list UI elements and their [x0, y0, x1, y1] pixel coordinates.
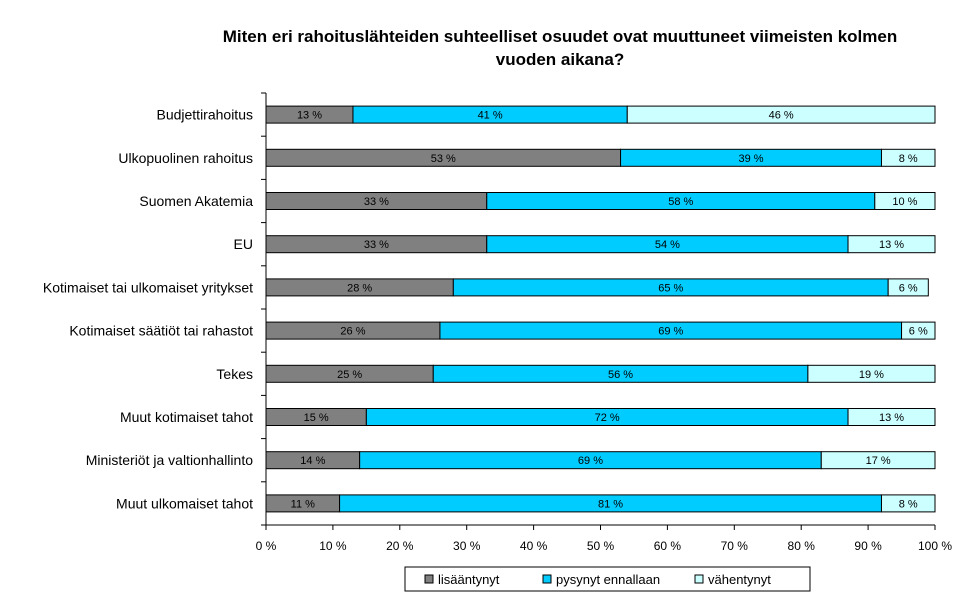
category-label: Suomen Akatemia: [139, 193, 253, 209]
data-label: 58 %: [668, 196, 693, 208]
data-label: 15 %: [304, 412, 329, 424]
data-label: 46 %: [769, 110, 794, 122]
category-label: Kotimaiset säätiöt tai rahastot: [69, 323, 253, 339]
chart-title-line-2: vuoden aikana?: [496, 50, 624, 69]
data-label: 54 %: [655, 239, 680, 251]
data-label: 72 %: [595, 412, 620, 424]
x-tick-label: 0 %: [256, 539, 277, 553]
x-tick-label: 100 %: [918, 539, 952, 553]
data-label: 17 %: [866, 455, 891, 467]
data-label: 26 %: [340, 326, 365, 338]
category-label: Budjettirahoitus: [156, 107, 253, 123]
data-label: 13 %: [879, 412, 904, 424]
x-tick-label: 90 %: [854, 539, 882, 553]
bar-segment: [820, 451, 936, 470]
data-label: 10 %: [892, 196, 917, 208]
data-label: 25 %: [337, 369, 362, 381]
data-label: 69 %: [658, 326, 683, 338]
data-label: 69 %: [578, 455, 603, 467]
bar-segment: [901, 321, 936, 340]
data-label: 53 %: [431, 153, 456, 165]
category-label: Muut kotimaiset tahot: [120, 409, 253, 425]
category-label: EU: [234, 236, 253, 252]
category-label: Ministeriöt ja valtionhallinto: [86, 452, 254, 468]
data-label: 33 %: [364, 196, 389, 208]
bar-segment: [887, 278, 929, 297]
legend-box: [404, 566, 811, 592]
data-label: 6 %: [899, 282, 918, 294]
legend-swatch: [424, 574, 434, 584]
data-label: 13 %: [297, 110, 322, 122]
bar-segment: [880, 148, 936, 167]
category-label: Kotimaiset tai ulkomaiset yritykset: [43, 279, 253, 295]
bar-segment: [847, 408, 936, 426]
x-tick-label: 60 %: [654, 539, 682, 553]
data-label: 65 %: [658, 282, 683, 294]
data-label: 41 %: [478, 110, 503, 122]
x-tick-label: 80 %: [788, 539, 816, 553]
data-label: 13 %: [879, 239, 904, 251]
bar-segment: [626, 105, 936, 124]
data-label: 8 %: [899, 498, 918, 510]
bar-segment: [807, 364, 936, 383]
legend: lisääntynyt pysynyt ennallaan vähentynyt: [404, 566, 811, 592]
data-label: 8 %: [899, 153, 918, 165]
data-label: 56 %: [608, 369, 633, 381]
x-tick-label: 70 %: [721, 539, 749, 553]
x-tick-label: 10 %: [319, 539, 347, 553]
bar-segment: [874, 192, 936, 210]
plot-area: 0 % 10 % 20 % 30 % 40 % 50 % 60 % 70 % 80 % 90 % 1…: [43, 92, 952, 553]
data-label: 14 %: [300, 455, 325, 467]
x-tick-label: 30 %: [453, 539, 481, 553]
x-tick-label: 50 %: [587, 539, 615, 553]
x-tick-label: 40 %: [520, 539, 548, 553]
x-tick-label: 20 %: [386, 539, 414, 553]
legend-swatch: [542, 574, 552, 584]
legend-label: lisääntynyt: [438, 572, 500, 587]
data-label: 28 %: [347, 282, 372, 294]
data-label: 81 %: [598, 498, 623, 510]
data-label: 6 %: [909, 326, 928, 338]
legend-swatch: [694, 574, 704, 584]
category-label: Ulkopuolinen rahoitus: [118, 150, 253, 166]
legend-label: pysynyt ennallaan: [556, 572, 660, 587]
data-label: 19 %: [859, 369, 884, 381]
data-label: 39 %: [738, 153, 763, 165]
legend-label: vähentynyt: [708, 572, 771, 587]
bar-segment: [880, 494, 936, 513]
chart-title-line-1: Miten eri rahoituslähteiden suhteelliset…: [223, 27, 897, 46]
data-label: 33 %: [364, 239, 389, 251]
category-label: Muut ulkomaiset tahot: [116, 495, 253, 511]
bar-segment: [847, 235, 936, 254]
category-label: Tekes: [216, 366, 253, 382]
data-label: 11 %: [291, 498, 315, 510]
